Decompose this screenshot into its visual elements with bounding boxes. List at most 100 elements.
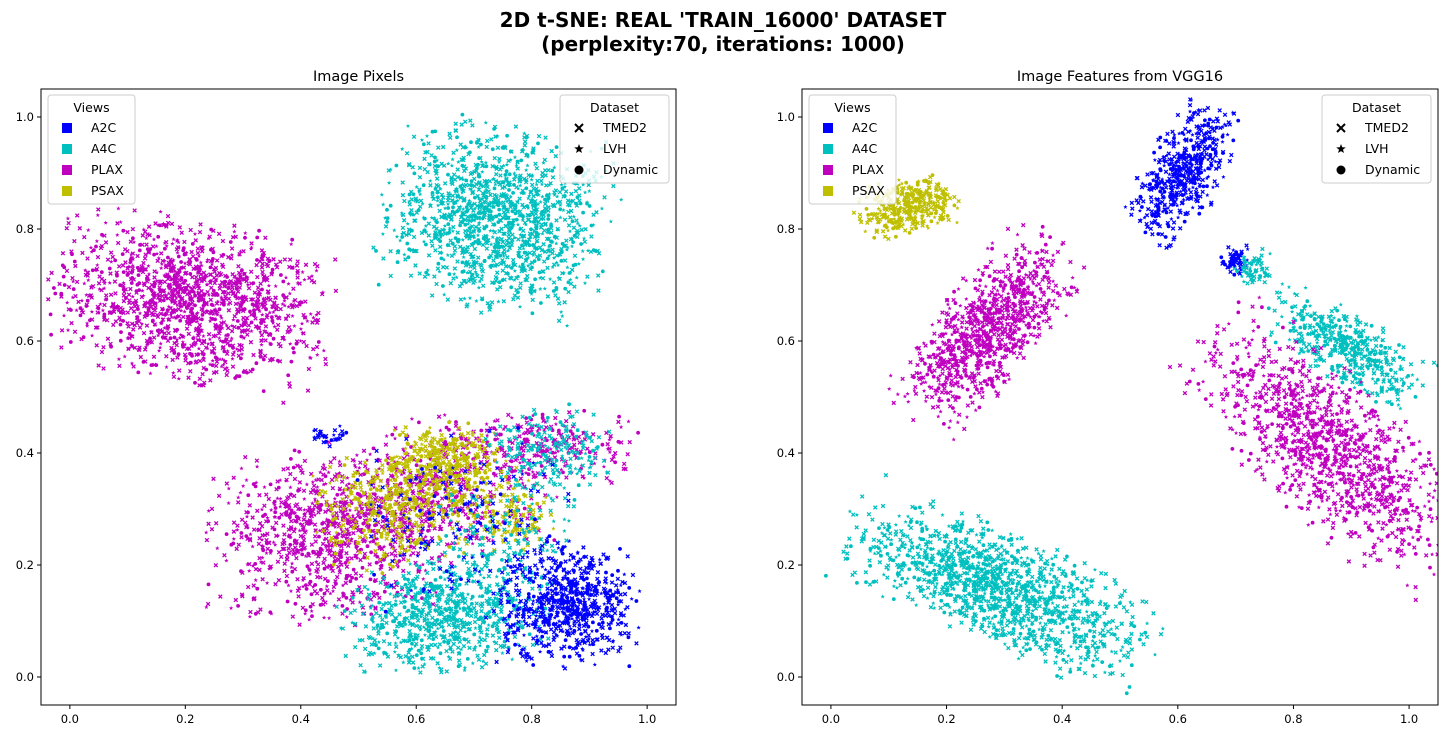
point [289, 508, 294, 513]
point [254, 361, 259, 366]
point [214, 258, 220, 263]
point [277, 515, 282, 520]
point [197, 376, 203, 382]
point [200, 317, 204, 322]
point [626, 419, 631, 424]
point [102, 302, 107, 308]
point [545, 265, 550, 271]
point [384, 536, 389, 541]
point [432, 274, 437, 279]
point [618, 424, 624, 429]
point [251, 596, 256, 601]
point [259, 523, 265, 529]
point [49, 332, 53, 337]
point [348, 579, 353, 584]
point [251, 281, 256, 285]
point [222, 553, 227, 558]
point [248, 339, 254, 345]
point [520, 262, 525, 267]
point [426, 253, 432, 258]
point [218, 594, 223, 599]
point [569, 267, 575, 273]
point [177, 368, 182, 373]
point [550, 264, 555, 269]
point [455, 259, 460, 264]
point [131, 364, 136, 369]
point [209, 526, 215, 532]
point [594, 210, 599, 215]
point [525, 255, 531, 260]
point [573, 188, 579, 194]
point [109, 259, 114, 264]
point [381, 256, 386, 261]
point [509, 239, 515, 245]
point [494, 270, 500, 275]
point [521, 246, 526, 251]
point [253, 316, 258, 321]
point [137, 325, 143, 330]
point [554, 494, 560, 499]
point [557, 189, 563, 195]
point [451, 276, 456, 281]
point [358, 557, 363, 563]
point [529, 287, 534, 292]
point [530, 265, 534, 270]
point [314, 268, 319, 273]
point [209, 506, 215, 512]
point [304, 482, 310, 487]
point [536, 231, 542, 236]
point [448, 560, 454, 566]
point [532, 259, 537, 263]
point [153, 221, 158, 226]
point [335, 564, 341, 570]
point [264, 307, 268, 312]
point [445, 297, 451, 302]
point [476, 241, 481, 246]
point [621, 461, 627, 467]
point [197, 358, 203, 364]
point [616, 419, 621, 425]
point [316, 510, 321, 515]
point [410, 164, 415, 170]
point [241, 249, 246, 254]
point [245, 327, 251, 333]
point [440, 264, 446, 270]
point [164, 354, 169, 359]
point [135, 282, 140, 287]
point [529, 177, 534, 182]
point [354, 506, 359, 511]
point [479, 276, 484, 282]
point [388, 248, 393, 254]
point [281, 467, 286, 472]
point [282, 298, 287, 303]
point [400, 430, 406, 435]
point [392, 436, 398, 441]
point [484, 187, 489, 192]
cluster-plax-2 [204, 446, 445, 628]
point [524, 186, 529, 191]
point [397, 559, 402, 563]
point [371, 245, 376, 250]
point [292, 476, 298, 482]
point [259, 507, 265, 512]
point [498, 173, 503, 178]
point [400, 225, 406, 231]
point [128, 239, 134, 244]
point [505, 241, 510, 246]
point [458, 223, 462, 228]
point [256, 541, 262, 547]
point [479, 428, 484, 433]
point [304, 343, 309, 349]
point [501, 180, 506, 185]
point [282, 532, 287, 537]
point [523, 179, 529, 185]
point [279, 512, 284, 517]
point [129, 281, 134, 285]
point [313, 539, 319, 544]
point [309, 561, 315, 567]
point [451, 205, 455, 210]
point [502, 205, 507, 210]
point [467, 200, 473, 206]
point [153, 301, 158, 306]
point [101, 344, 106, 350]
